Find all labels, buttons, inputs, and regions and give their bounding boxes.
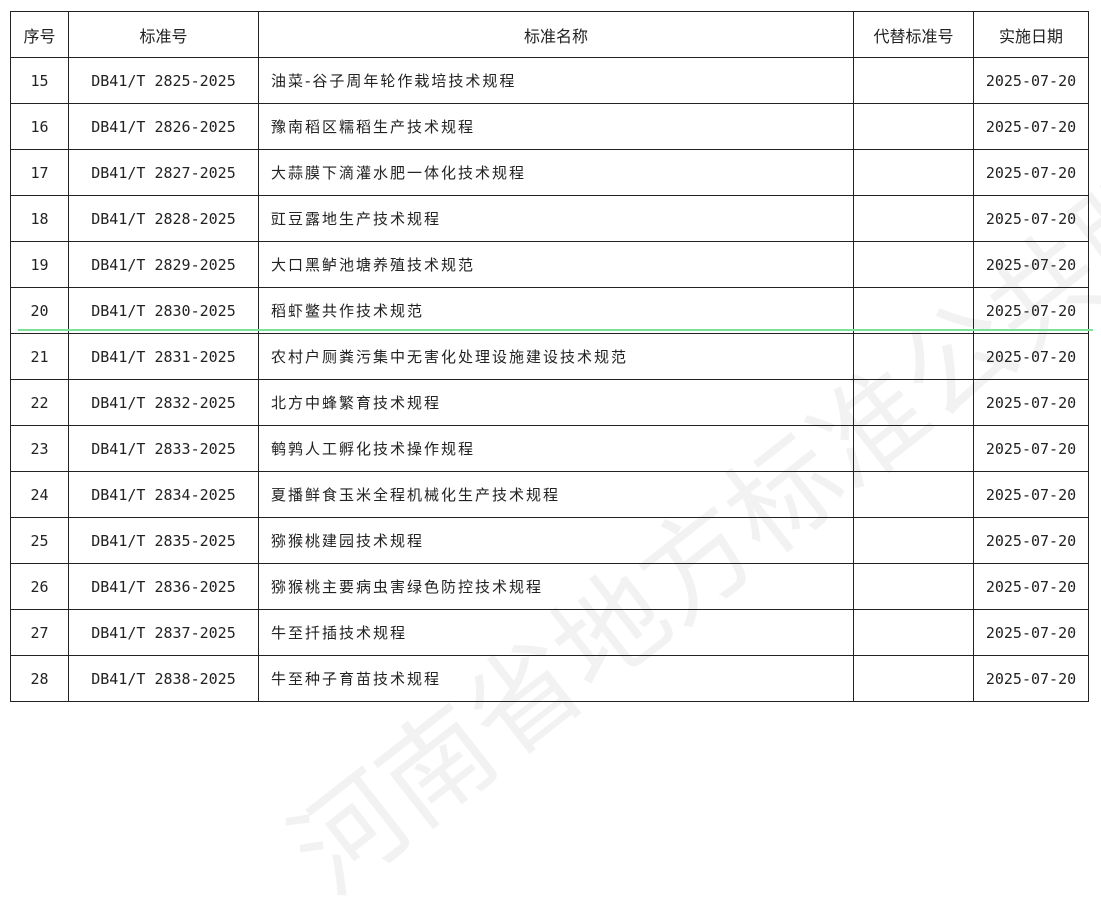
- cell-index: 16: [10, 103, 69, 150]
- table-row: 18 DB41/T 2828-2025 豇豆露地生产技术规程 2025-07-20: [10, 195, 1089, 242]
- table-row: 28 DB41/T 2838-2025 牛至种子育苗技术规程 2025-07-20: [10, 655, 1089, 702]
- cell-date: 2025-07-20: [973, 57, 1089, 104]
- cell-standard-no: DB41/T 2827-2025: [68, 149, 259, 196]
- cell-index: 27: [10, 609, 69, 656]
- cell-standard-name: 豇豆露地生产技术规程: [258, 195, 854, 242]
- cell-date: 2025-07-20: [973, 333, 1089, 380]
- cell-date: 2025-07-20: [973, 241, 1089, 288]
- header-replaced-no: 代替标准号: [853, 11, 974, 58]
- cell-replaced-no: [853, 287, 974, 334]
- cell-index: 26: [10, 563, 69, 610]
- cell-date: 2025-07-20: [973, 563, 1089, 610]
- cell-standard-no: DB41/T 2831-2025: [68, 333, 259, 380]
- cell-standard-name: 油菜-谷子周年轮作栽培技术规程: [258, 57, 854, 104]
- cell-standard-name: 牛至扦插技术规程: [258, 609, 854, 656]
- cell-standard-name: 夏播鲜食玉米全程机械化生产技术规程: [258, 471, 854, 518]
- header-standard-name: 标准名称: [258, 11, 854, 58]
- cell-replaced-no: [853, 609, 974, 656]
- highlight-line: [18, 329, 1093, 331]
- cell-replaced-no: [853, 241, 974, 288]
- cell-index: 28: [10, 655, 69, 702]
- cell-standard-no: DB41/T 2838-2025: [68, 655, 259, 702]
- table-row: 23 DB41/T 2833-2025 鹌鹑人工孵化技术操作规程 2025-07-20: [10, 425, 1089, 472]
- cell-standard-no: DB41/T 2836-2025: [68, 563, 259, 610]
- cell-standard-name: 猕猴桃建园技术规程: [258, 517, 854, 564]
- header-standard-no: 标准号: [68, 11, 259, 58]
- cell-date: 2025-07-20: [973, 287, 1089, 334]
- cell-standard-no: DB41/T 2826-2025: [68, 103, 259, 150]
- cell-standard-name: 农村户厕粪污集中无害化处理设施建设技术规范: [258, 333, 854, 380]
- cell-standard-name: 鹌鹑人工孵化技术操作规程: [258, 425, 854, 472]
- header-date: 实施日期: [973, 11, 1089, 58]
- table-row: 17 DB41/T 2827-2025 大蒜膜下滴灌水肥一体化技术规程 2025-07…: [10, 149, 1089, 196]
- cell-replaced-no: [853, 655, 974, 702]
- standards-table: 序号 标准号 标准名称 代替标准号 实施日期 15 DB41/T 2825-202…: [10, 11, 1089, 702]
- cell-date: 2025-07-20: [973, 517, 1089, 564]
- cell-replaced-no: [853, 517, 974, 564]
- cell-index: 20: [10, 287, 69, 334]
- table-row: 24 DB41/T 2834-2025 夏播鲜食玉米全程机械化生产技术规程 2025-…: [10, 471, 1089, 518]
- cell-standard-name: 大蒜膜下滴灌水肥一体化技术规程: [258, 149, 854, 196]
- cell-standard-name: 稻虾鳖共作技术规范: [258, 287, 854, 334]
- cell-standard-no: DB41/T 2833-2025: [68, 425, 259, 472]
- cell-date: 2025-07-20: [973, 195, 1089, 242]
- cell-standard-name: 猕猴桃主要病虫害绿色防控技术规程: [258, 563, 854, 610]
- cell-date: 2025-07-20: [973, 655, 1089, 702]
- cell-index: 19: [10, 241, 69, 288]
- cell-replaced-no: [853, 57, 974, 104]
- table-row: 21 DB41/T 2831-2025 农村户厕粪污集中无害化处理设施建设技术规范 2…: [10, 333, 1089, 380]
- cell-index: 24: [10, 471, 69, 518]
- cell-standard-no: DB41/T 2829-2025: [68, 241, 259, 288]
- cell-replaced-no: [853, 333, 974, 380]
- cell-standard-name: 豫南稻区糯稻生产技术规程: [258, 103, 854, 150]
- cell-date: 2025-07-20: [973, 149, 1089, 196]
- cell-standard-name: 大口黑鲈池塘养殖技术规范: [258, 241, 854, 288]
- cell-standard-name: 北方中蜂繁育技术规程: [258, 379, 854, 426]
- cell-date: 2025-07-20: [973, 609, 1089, 656]
- table-row: 19 DB41/T 2829-2025 大口黑鲈池塘养殖技术规范 2025-07-20: [10, 241, 1089, 288]
- cell-index: 18: [10, 195, 69, 242]
- cell-replaced-no: [853, 563, 974, 610]
- cell-replaced-no: [853, 149, 974, 196]
- cell-date: 2025-07-20: [973, 425, 1089, 472]
- cell-standard-no: DB41/T 2835-2025: [68, 517, 259, 564]
- cell-standard-name: 牛至种子育苗技术规程: [258, 655, 854, 702]
- table-header: 序号 标准号 标准名称 代替标准号 实施日期: [10, 11, 1089, 58]
- table-row: 15 DB41/T 2825-2025 油菜-谷子周年轮作栽培技术规程 2025-07…: [10, 57, 1089, 104]
- cell-index: 23: [10, 425, 69, 472]
- cell-replaced-no: [853, 195, 974, 242]
- cell-index: 25: [10, 517, 69, 564]
- cell-date: 2025-07-20: [973, 379, 1089, 426]
- cell-index: 15: [10, 57, 69, 104]
- cell-index: 22: [10, 379, 69, 426]
- table-row: 25 DB41/T 2835-2025 猕猴桃建园技术规程 2025-07-20: [10, 517, 1089, 564]
- cell-date: 2025-07-20: [973, 471, 1089, 518]
- cell-index: 17: [10, 149, 69, 196]
- cell-date: 2025-07-20: [973, 103, 1089, 150]
- cell-replaced-no: [853, 425, 974, 472]
- cell-replaced-no: [853, 103, 974, 150]
- table-row: 26 DB41/T 2836-2025 猕猴桃主要病虫害绿色防控技术规程 2025-0…: [10, 563, 1089, 610]
- cell-standard-no: DB41/T 2825-2025: [68, 57, 259, 104]
- cell-standard-no: DB41/T 2828-2025: [68, 195, 259, 242]
- cell-standard-no: DB41/T 2837-2025: [68, 609, 259, 656]
- table-row: 16 DB41/T 2826-2025 豫南稻区糯稻生产技术规程 2025-07-20: [10, 103, 1089, 150]
- header-index: 序号: [10, 11, 69, 58]
- cell-replaced-no: [853, 471, 974, 518]
- cell-standard-no: DB41/T 2830-2025: [68, 287, 259, 334]
- cell-index: 21: [10, 333, 69, 380]
- cell-standard-no: DB41/T 2832-2025: [68, 379, 259, 426]
- table-row: 22 DB41/T 2832-2025 北方中蜂繁育技术规程 2025-07-20: [10, 379, 1089, 426]
- table-row: 20 DB41/T 2830-2025 稻虾鳖共作技术规范 2025-07-20: [10, 287, 1089, 334]
- table-row: 27 DB41/T 2837-2025 牛至扦插技术规程 2025-07-20: [10, 609, 1089, 656]
- cell-replaced-no: [853, 379, 974, 426]
- cell-standard-no: DB41/T 2834-2025: [68, 471, 259, 518]
